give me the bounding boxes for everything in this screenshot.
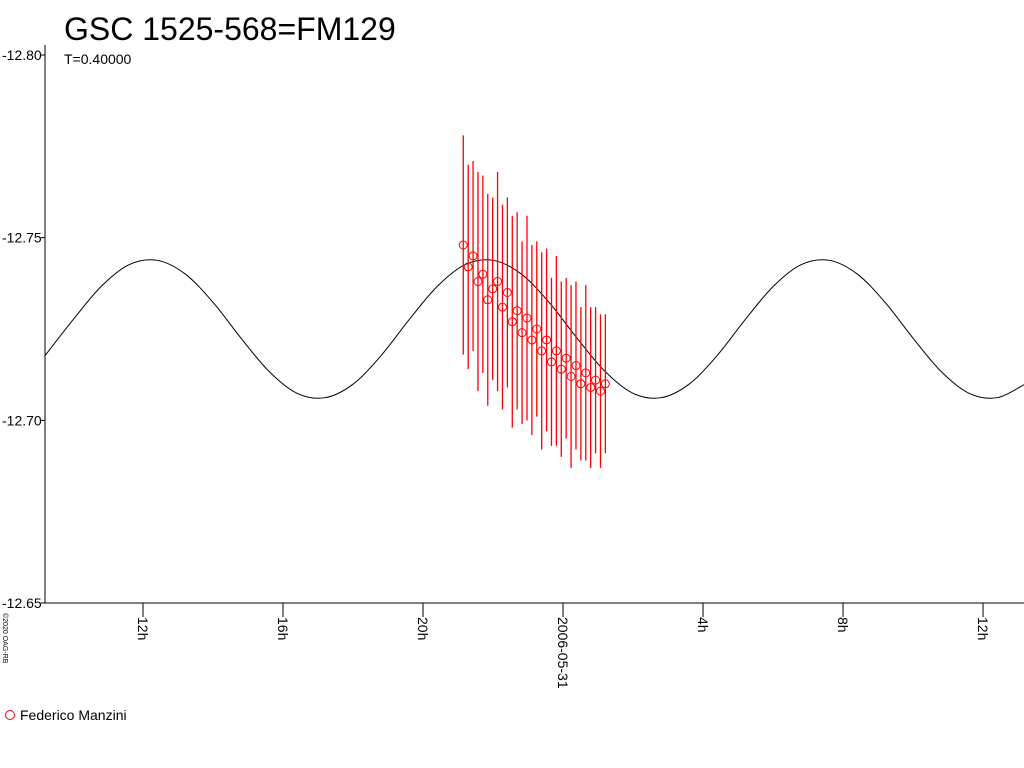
data-point	[595, 386, 605, 396]
chart-subtitle: T=0.40000	[64, 51, 132, 67]
data-point	[571, 361, 581, 371]
data-point	[586, 382, 596, 392]
data-point	[600, 379, 610, 389]
data-point	[512, 306, 522, 316]
data-point	[581, 368, 591, 378]
data-point	[497, 302, 507, 312]
x-tick-label: 2006-05-31	[555, 617, 571, 689]
data-point	[576, 379, 586, 389]
data-point	[483, 295, 493, 305]
data-point	[542, 335, 552, 345]
data-point	[566, 371, 576, 381]
data-point	[473, 277, 483, 287]
data-point	[551, 346, 561, 356]
copyright: ©2020 OAG-RB	[1, 613, 9, 664]
data-point	[546, 357, 556, 367]
x-tick-label: 8h	[835, 617, 851, 633]
data-point	[537, 346, 547, 356]
data-point	[561, 353, 571, 363]
x-tick-label: 20h	[415, 617, 431, 640]
x-tick-label: 4h	[695, 617, 711, 633]
legend-marker	[5, 710, 15, 720]
data-point	[488, 284, 498, 294]
data-point	[591, 375, 601, 385]
y-tick-label: -12.80	[2, 47, 42, 63]
data-point	[507, 317, 517, 327]
data-point	[478, 269, 488, 279]
data-point	[556, 364, 566, 374]
y-tick-label: -12.75	[2, 230, 42, 246]
x-tick-label: 12h	[135, 617, 151, 640]
data-point	[493, 277, 503, 287]
chart-title: GSC 1525-568=FM129	[64, 11, 396, 47]
data-point	[522, 313, 532, 323]
data-point	[468, 251, 478, 261]
data-point	[517, 328, 527, 338]
data-point	[463, 262, 473, 272]
y-tick-label: -12.70	[2, 412, 42, 428]
legend-label: Federico Manzini	[20, 707, 127, 723]
data-point	[532, 324, 542, 334]
y-tick-label: -12.65	[2, 595, 42, 611]
model-curve	[44, 259, 1024, 399]
x-tick-label: 16h	[275, 617, 291, 640]
data-point	[458, 240, 468, 250]
data-point	[527, 335, 537, 345]
data-point	[502, 287, 512, 297]
x-tick-label: 12h	[975, 617, 991, 640]
